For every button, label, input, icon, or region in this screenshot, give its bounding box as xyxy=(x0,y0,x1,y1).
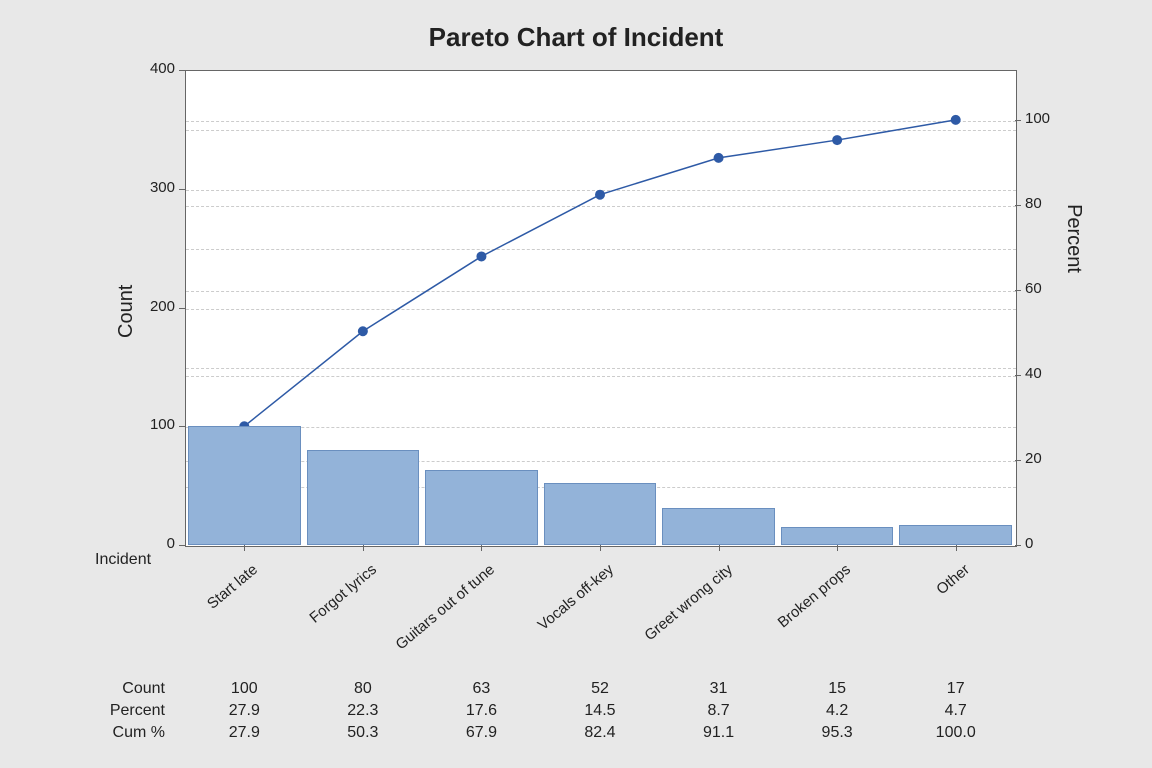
x-tick xyxy=(719,545,720,551)
x-tick xyxy=(956,545,957,551)
y1-tick-label: 300 xyxy=(115,179,175,196)
chart-title: Pareto Chart of Incident xyxy=(0,22,1152,53)
grid-line xyxy=(186,368,1016,369)
table-cell: 80 xyxy=(304,680,423,698)
table-cell: 4.2 xyxy=(778,702,897,720)
y2-tick-label: 100 xyxy=(1025,110,1050,127)
y1-tick xyxy=(179,189,185,190)
table-cell: 100.0 xyxy=(896,724,1015,742)
y2-tick xyxy=(1015,545,1021,546)
bar xyxy=(307,450,420,545)
x-tick xyxy=(837,545,838,551)
table-cell: 50.3 xyxy=(304,724,423,742)
table-cell: 67.9 xyxy=(422,724,541,742)
bar xyxy=(662,508,775,545)
bar xyxy=(425,470,538,545)
y2-tick xyxy=(1015,205,1021,206)
grid-line xyxy=(186,190,1016,191)
bar xyxy=(544,483,657,545)
y2-tick-label: 0 xyxy=(1025,535,1033,552)
table-cell: 95.3 xyxy=(778,724,897,742)
grid-line xyxy=(186,376,1016,377)
y2-tick xyxy=(1015,120,1021,121)
table-row-label: Cum % xyxy=(0,724,165,742)
table-cell: 91.1 xyxy=(659,724,778,742)
bar xyxy=(188,426,301,545)
y1-tick xyxy=(179,70,185,71)
x-tick xyxy=(600,545,601,551)
y1-tick-label: 100 xyxy=(115,416,175,433)
table-cell: 100 xyxy=(185,680,304,698)
y1-tick xyxy=(179,426,185,427)
y1-tick-label: 400 xyxy=(115,60,175,77)
y2-tick xyxy=(1015,460,1021,461)
grid-line xyxy=(186,309,1016,310)
y1-tick xyxy=(179,545,185,546)
grid-line xyxy=(186,427,1016,428)
y2-tick xyxy=(1015,375,1021,376)
grid-line xyxy=(186,206,1016,207)
table-cell: 27.9 xyxy=(185,702,304,720)
table-cell: 52 xyxy=(541,680,660,698)
table-cell: 63 xyxy=(422,680,541,698)
table-cell: 17 xyxy=(896,680,1015,698)
grid-line xyxy=(186,249,1016,250)
x-axis-title: Incident xyxy=(95,551,151,569)
x-tick xyxy=(363,545,364,551)
y2-tick-label: 20 xyxy=(1025,450,1042,467)
grid-line xyxy=(186,291,1016,292)
y2-tick-label: 40 xyxy=(1025,365,1042,382)
table-row-label: Count xyxy=(0,680,165,698)
y1-axis-title: Count xyxy=(115,284,138,337)
y2-axis-title: Percent xyxy=(1062,204,1085,273)
table-cell: 17.6 xyxy=(422,702,541,720)
table-cell: 4.7 xyxy=(896,702,1015,720)
table-row-label: Percent xyxy=(0,702,165,720)
y2-tick-label: 80 xyxy=(1025,195,1042,212)
chart-container: Pareto Chart of Incident Incident 0 100 20… xyxy=(0,0,1152,768)
table-cell: 82.4 xyxy=(541,724,660,742)
table-cell: 8.7 xyxy=(659,702,778,720)
bar xyxy=(899,525,1012,545)
grid-line xyxy=(186,121,1016,122)
y2-tick xyxy=(1015,290,1021,291)
grid-line xyxy=(186,130,1016,131)
y1-tick-label: 0 xyxy=(115,535,175,552)
table-cell: 22.3 xyxy=(304,702,423,720)
table-cell: 31 xyxy=(659,680,778,698)
y2-tick-label: 60 xyxy=(1025,280,1042,297)
x-tick xyxy=(481,545,482,551)
table-cell: 14.5 xyxy=(541,702,660,720)
table-cell: 15 xyxy=(778,680,897,698)
y1-tick xyxy=(179,308,185,309)
x-tick xyxy=(244,545,245,551)
bar xyxy=(781,527,894,545)
table-cell: 27.9 xyxy=(185,724,304,742)
